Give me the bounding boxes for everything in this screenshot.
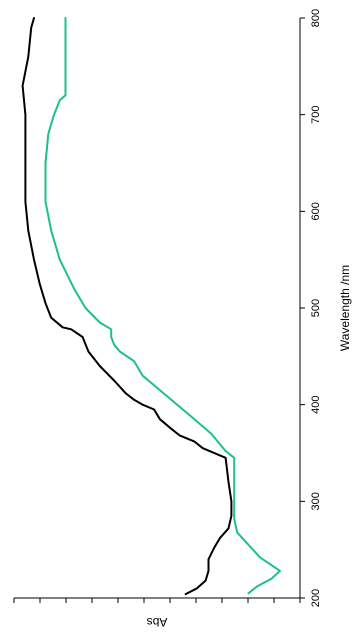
wavelength-ticks: 200 300 400 500 600 700 800: [300, 9, 322, 607]
abs-axis-title: Abs: [147, 615, 168, 629]
wavelength-tick-label: 600: [310, 202, 322, 220]
wavelength-tick-label: 300: [310, 492, 322, 510]
series-layer: [21, 17, 281, 596]
wavelength-tick-label: 200: [310, 589, 322, 607]
spectrum-line-2: [44, 17, 281, 595]
abs-ticks: [13, 598, 301, 603]
wavelength-tick-label: 500: [310, 299, 322, 317]
wavelength-tick-label: 800: [310, 9, 322, 27]
wavelength-tick-label: 400: [310, 395, 322, 413]
wavelength-axis-title: Wavelength /nm: [338, 265, 352, 351]
wavelength-tick-label: 700: [310, 105, 322, 123]
spectrum-line-1: [21, 17, 233, 596]
